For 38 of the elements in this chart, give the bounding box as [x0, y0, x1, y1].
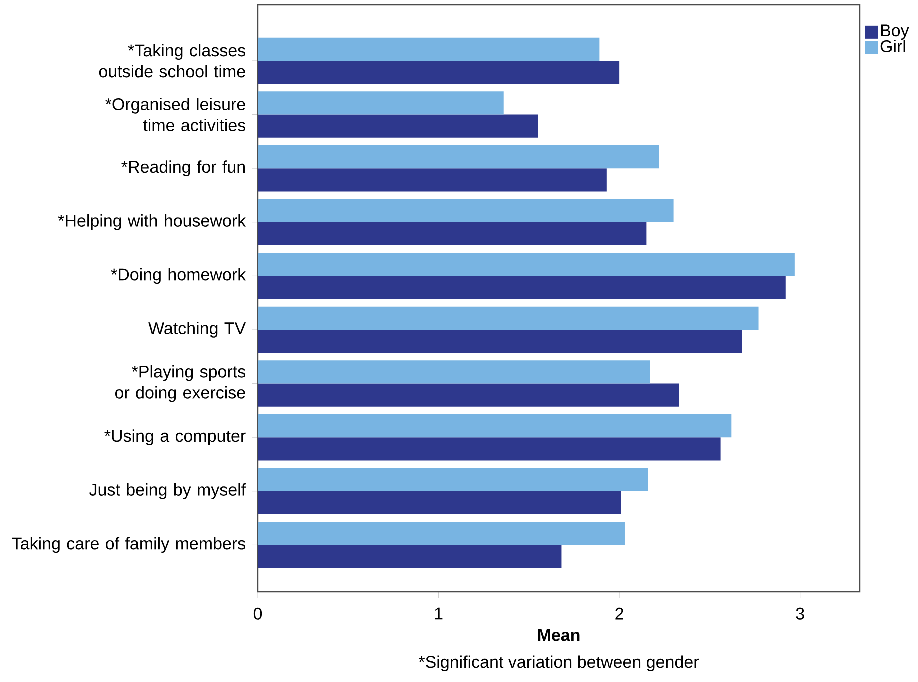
x-tick-label: 1 [435, 608, 443, 620]
y-tick-label: Watching TV [148, 322, 246, 338]
y-tick-label: *Helping with housework [58, 214, 246, 230]
bar [258, 92, 504, 115]
y-tick-label: *Taking classes outside school time [99, 44, 246, 78]
bar [258, 360, 650, 384]
x-tick-label: 3 [796, 608, 804, 620]
bar [258, 253, 795, 276]
text: *Significant variation between gender [418, 656, 699, 672]
bar [258, 330, 742, 354]
y-tick-label: *Organised leisure time activities [106, 98, 246, 132]
bar [258, 438, 721, 461]
x-axis-title: Mean [538, 629, 580, 642]
legend-label: Girl [880, 40, 906, 53]
y-tick-label: *Playing sports or doing exercise [116, 365, 246, 402]
y-tick-label: *Doing homework [111, 268, 246, 284]
bar [258, 199, 674, 222]
bar [258, 545, 562, 568]
bar [258, 114, 538, 138]
y-tick-label: *Reading for fun [122, 160, 245, 176]
legend-label: Boy [881, 24, 910, 40]
bar [258, 222, 647, 246]
bar [258, 276, 786, 300]
y-tick-label: Just being by myself [90, 483, 246, 500]
bar [258, 491, 622, 515]
bar [258, 306, 759, 330]
bar [258, 468, 648, 492]
bar [258, 38, 600, 61]
bar [258, 522, 625, 546]
bar [258, 384, 680, 407]
bar [258, 168, 607, 192]
x-tick-label: 2 [616, 608, 624, 620]
bar [258, 60, 620, 84]
bar [258, 145, 660, 169]
y-tick-label: Taking care of family members [12, 537, 246, 554]
x-tick-label: 0 [254, 608, 262, 620]
y-tick-label: *Using a computer [104, 430, 246, 446]
bar [258, 414, 732, 438]
